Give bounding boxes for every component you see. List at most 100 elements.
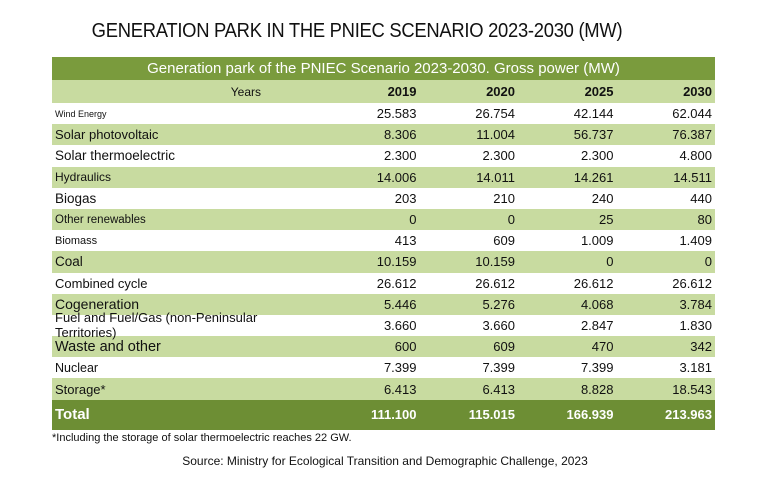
year-header: 2030 — [683, 84, 712, 99]
row-label: Solar thermoelectric — [55, 148, 176, 164]
cell-value: 4.800 — [679, 148, 712, 164]
cell-value: 14.011 — [476, 169, 515, 185]
table-row: Hydraulics 14.006 14.011 14.261 14.511 — [52, 166, 715, 188]
row-label: Biomass — [55, 234, 98, 247]
cell-value: 14.006 — [376, 169, 417, 185]
years-label: Years — [230, 84, 261, 99]
cell-value: 413 — [394, 233, 417, 249]
row-label: Wind Energy — [55, 108, 107, 119]
row-label: Combined cycle — [55, 275, 148, 291]
row-label: Biogas — [55, 190, 97, 206]
cell-value: 62.044 — [672, 106, 712, 122]
cell-value: 14.261 — [573, 169, 614, 185]
table-row: Solar thermoelectric 2.300 2.300 2.300 4.800 — [52, 145, 715, 166]
table-row: Waste and other 600 609 470 342 — [52, 336, 715, 358]
cell-value: 1.009 — [580, 233, 614, 249]
row-label: Other renewables — [55, 213, 146, 226]
table-row: Fuel and Fuel/Gas (non-Peninsular Territ… — [52, 310, 715, 340]
row-label: Storage* — [55, 381, 106, 397]
cell-value: 56.737 — [573, 127, 614, 143]
cell-value: 3.784 — [679, 296, 712, 312]
cell-value: 8.828 — [580, 381, 614, 397]
cell-value: 2.300 — [383, 148, 417, 164]
cell-value: 26.612 — [475, 275, 515, 291]
table-row: Storage* 6.413 6.413 8.828 18.543 — [52, 378, 715, 400]
cell-value: 25.583 — [376, 106, 417, 122]
table-row: Biogas 203 210 240 440 — [52, 188, 715, 209]
cell-value: 1.409 — [679, 233, 712, 249]
cell-value: 210 — [493, 190, 515, 206]
cell-value: 240 — [591, 190, 614, 206]
cell-value: 7.399 — [580, 360, 614, 376]
cell-value: 76.387 — [672, 127, 712, 143]
table-row: Cogeneration 5.446 5.276 4.068 3.784 — [52, 293, 715, 315]
cell-value: 14.511 — [673, 169, 712, 185]
source-note: Source: Ministry for Ecological Transiti… — [182, 454, 588, 468]
year-header: 2025 — [584, 84, 614, 99]
cell-value: 3.660 — [482, 317, 515, 333]
table-row: Solar photovoltaic 8.306 11.004 56.737 76.38… — [52, 124, 715, 146]
cell-value: 18.543 — [672, 381, 712, 397]
table-caption: Generation park of the PNIEC Scenario 20… — [52, 57, 715, 80]
cell-value: 609 — [493, 233, 515, 249]
cell-value: 4.068 — [580, 296, 614, 312]
years-header-row: Years 2019 2020 2025 2030 — [52, 80, 715, 103]
cell-value: 3.181 — [679, 360, 712, 376]
row-label: Solar photovoltaic — [55, 127, 159, 143]
cell-value: 42.144 — [573, 106, 614, 122]
cell-value: 2.847 — [580, 317, 614, 333]
total-label: Total — [55, 406, 90, 424]
cell-value: 470 — [591, 339, 614, 355]
cell-value: 5.276 — [482, 296, 515, 312]
table-row: Nuclear 7.399 7.399 7.399 3.181 — [52, 357, 715, 378]
cell-value: 7.399 — [482, 360, 515, 376]
footnote: *Including the storage of solar thermoel… — [52, 432, 352, 444]
table-row: Other renewables 0 0 25 80 — [52, 208, 715, 231]
cell-value: 26.612 — [573, 275, 614, 291]
cell-value: 10.159 — [475, 254, 515, 270]
generation-park-table: Generation park of the PNIEC Scenario 20… — [52, 57, 715, 430]
total-value: 213.963 — [665, 407, 712, 423]
cell-value: 11.004 — [476, 127, 515, 143]
cell-value: 440 — [690, 190, 712, 206]
cell-value: 342 — [690, 339, 712, 355]
total-value: 111.100 — [370, 407, 417, 423]
cell-value: 80 — [697, 212, 712, 228]
cell-value: 1.830 — [679, 317, 712, 333]
cell-value: 2.300 — [580, 148, 614, 164]
cell-value: 0 — [409, 212, 417, 228]
cell-value: 10.159 — [376, 254, 417, 270]
cell-value: 203 — [394, 190, 417, 206]
cell-value: 6.413 — [482, 381, 515, 397]
cell-value: 2.300 — [482, 148, 515, 164]
row-label: Waste and other — [55, 338, 161, 355]
cell-value: 5.446 — [383, 296, 417, 312]
cell-value: 609 — [493, 339, 515, 355]
cell-value: 8.306 — [383, 127, 417, 143]
row-label: Coal — [55, 254, 83, 270]
table-row: Coal 10.159 10.159 0 0 — [52, 251, 715, 273]
row-label: Hydraulics — [55, 170, 112, 185]
cell-value: 7.399 — [383, 360, 417, 376]
total-value: 115.015 — [468, 407, 515, 423]
row-label: Nuclear — [55, 360, 99, 375]
cell-value: 26.612 — [376, 275, 417, 291]
total-row: Total 111.100 115.015 166.939 213.963 — [52, 399, 715, 430]
cell-value: 6.413 — [383, 381, 417, 397]
table-row: Biomass 413 609 1.009 1.409 — [52, 230, 715, 251]
cell-value: 3.660 — [383, 317, 417, 333]
cell-value: 0 — [507, 212, 515, 228]
cell-value: 25 — [599, 212, 614, 228]
page-title: GENERATION PARK IN THE PNIEC SCENARIO 20… — [91, 20, 623, 42]
table-row: Combined cycle 26.612 26.612 26.612 26.612 — [52, 273, 715, 294]
table-body: Wind Energy 25.583 26.754 42.144 62.044 Solar… — [52, 103, 715, 400]
year-header: 2019 — [387, 84, 417, 99]
row-label: Fuel and Fuel/Gas (non-Peninsular Territ… — [55, 310, 258, 341]
total-value: 166.939 — [566, 407, 614, 423]
cell-value: 26.754 — [475, 106, 515, 122]
cell-value: 26.612 — [672, 275, 712, 291]
table-row: Wind Energy 25.583 26.754 42.144 62.044 — [52, 103, 715, 124]
cell-value: 600 — [394, 339, 417, 355]
cell-value: 0 — [704, 254, 712, 270]
cell-value: 0 — [606, 254, 614, 270]
